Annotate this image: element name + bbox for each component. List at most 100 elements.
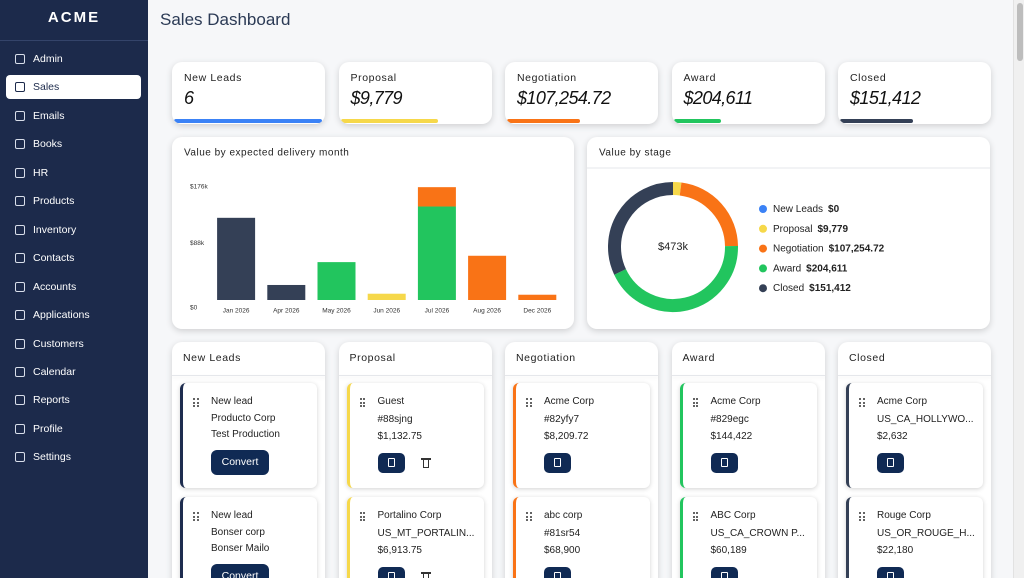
chart-card: Value by stage $473k New Leads $0 Proposal $9… bbox=[587, 137, 990, 329]
legend-dot bbox=[759, 264, 767, 273]
grip-dot bbox=[692, 512, 695, 514]
lead-card[interactable]: Portalino Corp US_MT_PORTALIN... $6,913.75 bbox=[346, 497, 484, 578]
nav-label: Customers bbox=[33, 337, 84, 350]
legend-entry: New Leads $0 bbox=[773, 204, 840, 215]
nav-label: Accounts bbox=[33, 280, 77, 293]
document-button[interactable] bbox=[544, 567, 571, 578]
grip-dot bbox=[526, 405, 528, 407]
card-line: #81sr54 bbox=[544, 527, 581, 539]
grip-dot bbox=[363, 519, 365, 521]
progress-bar bbox=[507, 119, 580, 123]
legend-dot bbox=[759, 244, 767, 253]
document-button[interactable] bbox=[877, 453, 904, 473]
grip-dot bbox=[859, 515, 861, 518]
grip-dot bbox=[193, 512, 195, 514]
x-tick-label: Jul 2026 bbox=[425, 308, 450, 315]
lead-card[interactable]: New lead Bonser corp Bonser Mailo Convert bbox=[180, 497, 317, 578]
drag-handle bbox=[359, 512, 366, 522]
chart-title: Value by expected delivery month bbox=[184, 148, 349, 159]
board-column: Award Acme Corp #829egc $144,422 ABC Corp US_… bbox=[671, 342, 825, 578]
grip-dot bbox=[529, 515, 532, 518]
grip-dot bbox=[363, 512, 365, 514]
lead-card[interactable]: abc corp #81sr54 $68,900 bbox=[513, 497, 650, 578]
nav-item[interactable]: Contacts bbox=[6, 246, 141, 270]
drag-handle bbox=[859, 512, 865, 522]
nav-item[interactable]: Profile bbox=[6, 417, 141, 441]
grip-dot bbox=[696, 405, 698, 407]
grip-dot bbox=[359, 401, 362, 404]
grip-dot bbox=[859, 519, 861, 521]
column-title: Negotiation bbox=[516, 352, 576, 364]
document-icon bbox=[387, 458, 395, 467]
nav-item[interactable]: Reports bbox=[6, 388, 141, 412]
lead-card[interactable]: Rouge Corp US_OR_ROUGE_H... $22,180 bbox=[846, 497, 983, 578]
legend-entry: Proposal $9,779 bbox=[773, 223, 848, 234]
nav-item[interactable]: Settings bbox=[6, 445, 141, 469]
nav-item[interactable]: HR bbox=[6, 161, 141, 185]
lead-card[interactable]: Guest #88sjng $1,132.75 bbox=[346, 383, 484, 488]
grip-dot bbox=[529, 398, 532, 400]
nav-label: Inventory bbox=[33, 223, 77, 236]
lead-card[interactable]: Acme Corp US_CA_HOLLYWO... $2,632 bbox=[846, 383, 983, 488]
nav-item[interactable]: Inventory bbox=[6, 218, 141, 242]
delete-button[interactable] bbox=[420, 572, 431, 578]
chart-card: Value by expected delivery month $0 $88k $1… bbox=[172, 137, 574, 329]
stat-value: 6 bbox=[184, 88, 194, 108]
column-title: Award bbox=[682, 352, 716, 364]
grip-dot bbox=[862, 405, 865, 407]
nav-item[interactable]: Calendar bbox=[6, 360, 141, 384]
document-icon bbox=[887, 458, 894, 467]
nav-label: Contacts bbox=[33, 252, 75, 265]
delete-button[interactable] bbox=[420, 458, 431, 468]
nav-item[interactable]: Applications bbox=[6, 303, 141, 327]
document-button[interactable] bbox=[877, 567, 904, 578]
grip-dot bbox=[193, 515, 195, 518]
grip-dot bbox=[862, 519, 865, 521]
donut-segment bbox=[679, 182, 738, 247]
column-divider bbox=[838, 375, 991, 376]
document-button[interactable] bbox=[377, 567, 405, 578]
convert-button[interactable]: Convert bbox=[211, 450, 269, 475]
legend-dot bbox=[759, 205, 767, 213]
card-line: New lead bbox=[211, 396, 253, 407]
grip-dot bbox=[696, 519, 698, 521]
lead-card[interactable]: ABC Corp US_CA_CROWN P... $60,189 bbox=[679, 497, 817, 578]
document-icon bbox=[887, 572, 894, 578]
nav-item[interactable]: Sales bbox=[6, 75, 141, 100]
drag-handle bbox=[692, 398, 699, 408]
document-button[interactable] bbox=[710, 567, 738, 578]
stat-label: Award bbox=[683, 72, 717, 84]
board-column: Proposal Guest #88sjng $1,132.75 Portalino C… bbox=[338, 342, 492, 578]
y-tick-label: $0 bbox=[190, 305, 198, 312]
nav-item[interactable]: Admin bbox=[6, 47, 141, 71]
lead-card[interactable]: Acme Corp #82yfy7 $8,209.72 bbox=[513, 383, 650, 488]
lead-card[interactable]: New lead Producto Corp Test Production Conv… bbox=[180, 383, 317, 488]
grip-dot bbox=[529, 405, 532, 407]
nav-icon bbox=[15, 395, 25, 406]
nav-item[interactable]: Emails bbox=[6, 104, 141, 128]
column-divider bbox=[505, 375, 658, 376]
document-button[interactable] bbox=[377, 453, 405, 473]
progress-bar bbox=[340, 119, 439, 123]
card-line: $8,209.72 bbox=[544, 431, 589, 442]
grip-dot bbox=[692, 405, 695, 407]
nav-item[interactable]: Accounts bbox=[6, 275, 141, 299]
donut-center-label: $473k bbox=[658, 241, 688, 253]
lead-card[interactable]: Acme Corp #829egc $144,422 bbox=[679, 383, 817, 488]
nav-item[interactable]: Products bbox=[6, 189, 141, 213]
document-button[interactable] bbox=[710, 453, 738, 473]
grip-dot bbox=[359, 398, 362, 400]
bar bbox=[217, 217, 256, 300]
document-button[interactable] bbox=[544, 453, 571, 473]
legend-name: Award bbox=[773, 263, 801, 274]
nav-item[interactable]: Books bbox=[6, 132, 141, 156]
legend-value: $9,779 bbox=[817, 223, 848, 234]
nav-icon bbox=[15, 310, 25, 321]
convert-button[interactable]: Convert bbox=[211, 564, 269, 578]
nav-item[interactable]: Customers bbox=[6, 332, 141, 356]
nav-icon bbox=[15, 54, 25, 64]
grip-dot bbox=[526, 515, 528, 518]
chart: Value by stage $473k New Leads $0 Proposal $9… bbox=[587, 148, 990, 312]
card-line: $60,189 bbox=[710, 545, 747, 556]
scrollbar-thumb[interactable] bbox=[1017, 3, 1023, 61]
